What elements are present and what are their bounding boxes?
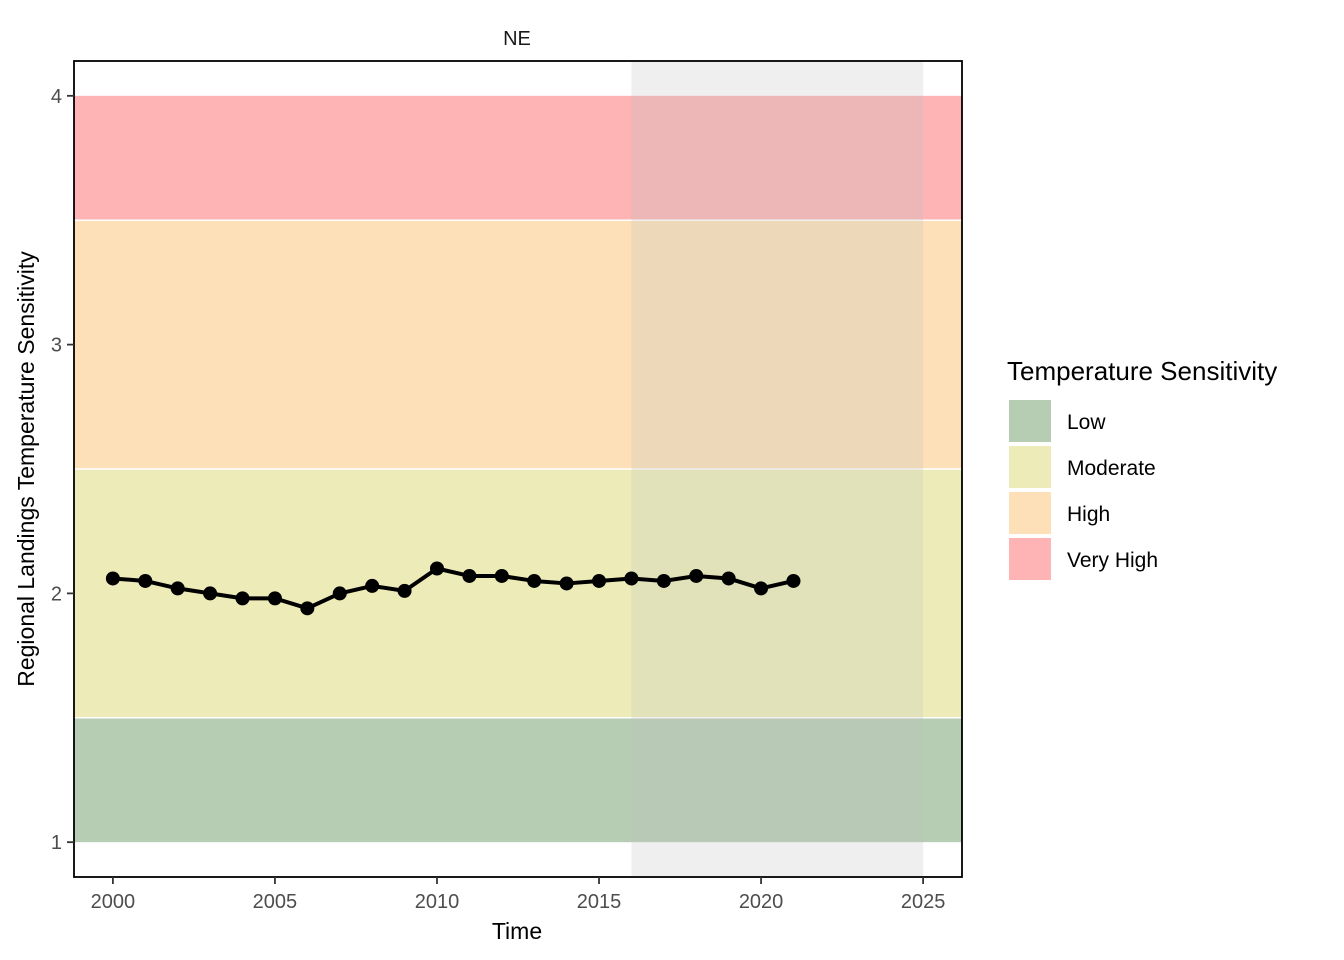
data-point — [559, 576, 574, 591]
data-point — [754, 581, 769, 596]
legend-label: Moderate — [1067, 457, 1156, 480]
band-low — [74, 717, 962, 843]
y-tick-label: 2 — [51, 583, 62, 605]
legend-entries: Low Moderate High Very High — [1009, 400, 1158, 580]
x-axis-title: Time — [492, 918, 542, 944]
x-tick-label: 2015 — [577, 891, 622, 913]
series-line — [112, 566, 794, 611]
data-point — [527, 573, 542, 588]
data-point — [462, 568, 477, 583]
data-point — [786, 573, 801, 588]
shaded-period — [631, 61, 924, 877]
x-axis: 2000 2005 2010 2015 2020 2025 — [91, 877, 946, 913]
y-axis-title: Regional Landings Temperature Sensitivit… — [13, 251, 39, 687]
legend-swatch-low — [1009, 400, 1051, 442]
legend-label: Very High — [1067, 549, 1158, 572]
data-point — [170, 581, 185, 596]
data-point — [689, 568, 704, 583]
data-point — [267, 591, 282, 606]
x-tick-label: 2010 — [415, 891, 460, 913]
data-point — [203, 586, 218, 601]
data-point — [235, 591, 250, 606]
band-very-high — [74, 95, 962, 221]
panel-border — [73, 60, 963, 878]
y-tick-label: 1 — [51, 832, 62, 854]
legend-swatch-very-high — [1009, 538, 1051, 580]
legend-swatch-moderate — [1009, 446, 1051, 488]
x-tick-label: 2020 — [739, 891, 784, 913]
data-point — [656, 573, 671, 588]
x-tick-label: 2005 — [253, 891, 298, 913]
data-point — [332, 586, 347, 601]
data-point — [300, 601, 315, 616]
x-tick-label: 2025 — [901, 891, 946, 913]
data-point — [429, 561, 444, 576]
y-tick-label: 4 — [51, 86, 62, 108]
legend-title: Temperature Sensitivity — [1007, 356, 1277, 386]
x-tick-label: 2000 — [91, 891, 136, 913]
y-tick-label: 3 — [51, 335, 62, 357]
shaded-period-rect — [631, 61, 924, 877]
data-point — [721, 571, 736, 586]
data-point — [105, 571, 120, 586]
plot-panel — [73, 60, 963, 878]
legend-label: Low — [1067, 411, 1106, 434]
facet-strip-label: NE — [503, 28, 531, 50]
legend-swatch-high — [1009, 492, 1051, 534]
data-point — [365, 578, 380, 593]
band-high — [74, 220, 962, 469]
data-point — [397, 583, 412, 598]
y-axis: 1 2 3 4 — [51, 86, 74, 854]
data-point — [138, 573, 153, 588]
series-layer — [105, 561, 801, 616]
data-point — [592, 573, 607, 588]
legend: Temperature Sensitivity Low Moderate High V… — [1007, 356, 1277, 580]
legend-label: High — [1067, 503, 1110, 526]
sensitivity-bands — [74, 95, 962, 843]
data-point — [494, 568, 509, 583]
data-point — [624, 571, 639, 586]
